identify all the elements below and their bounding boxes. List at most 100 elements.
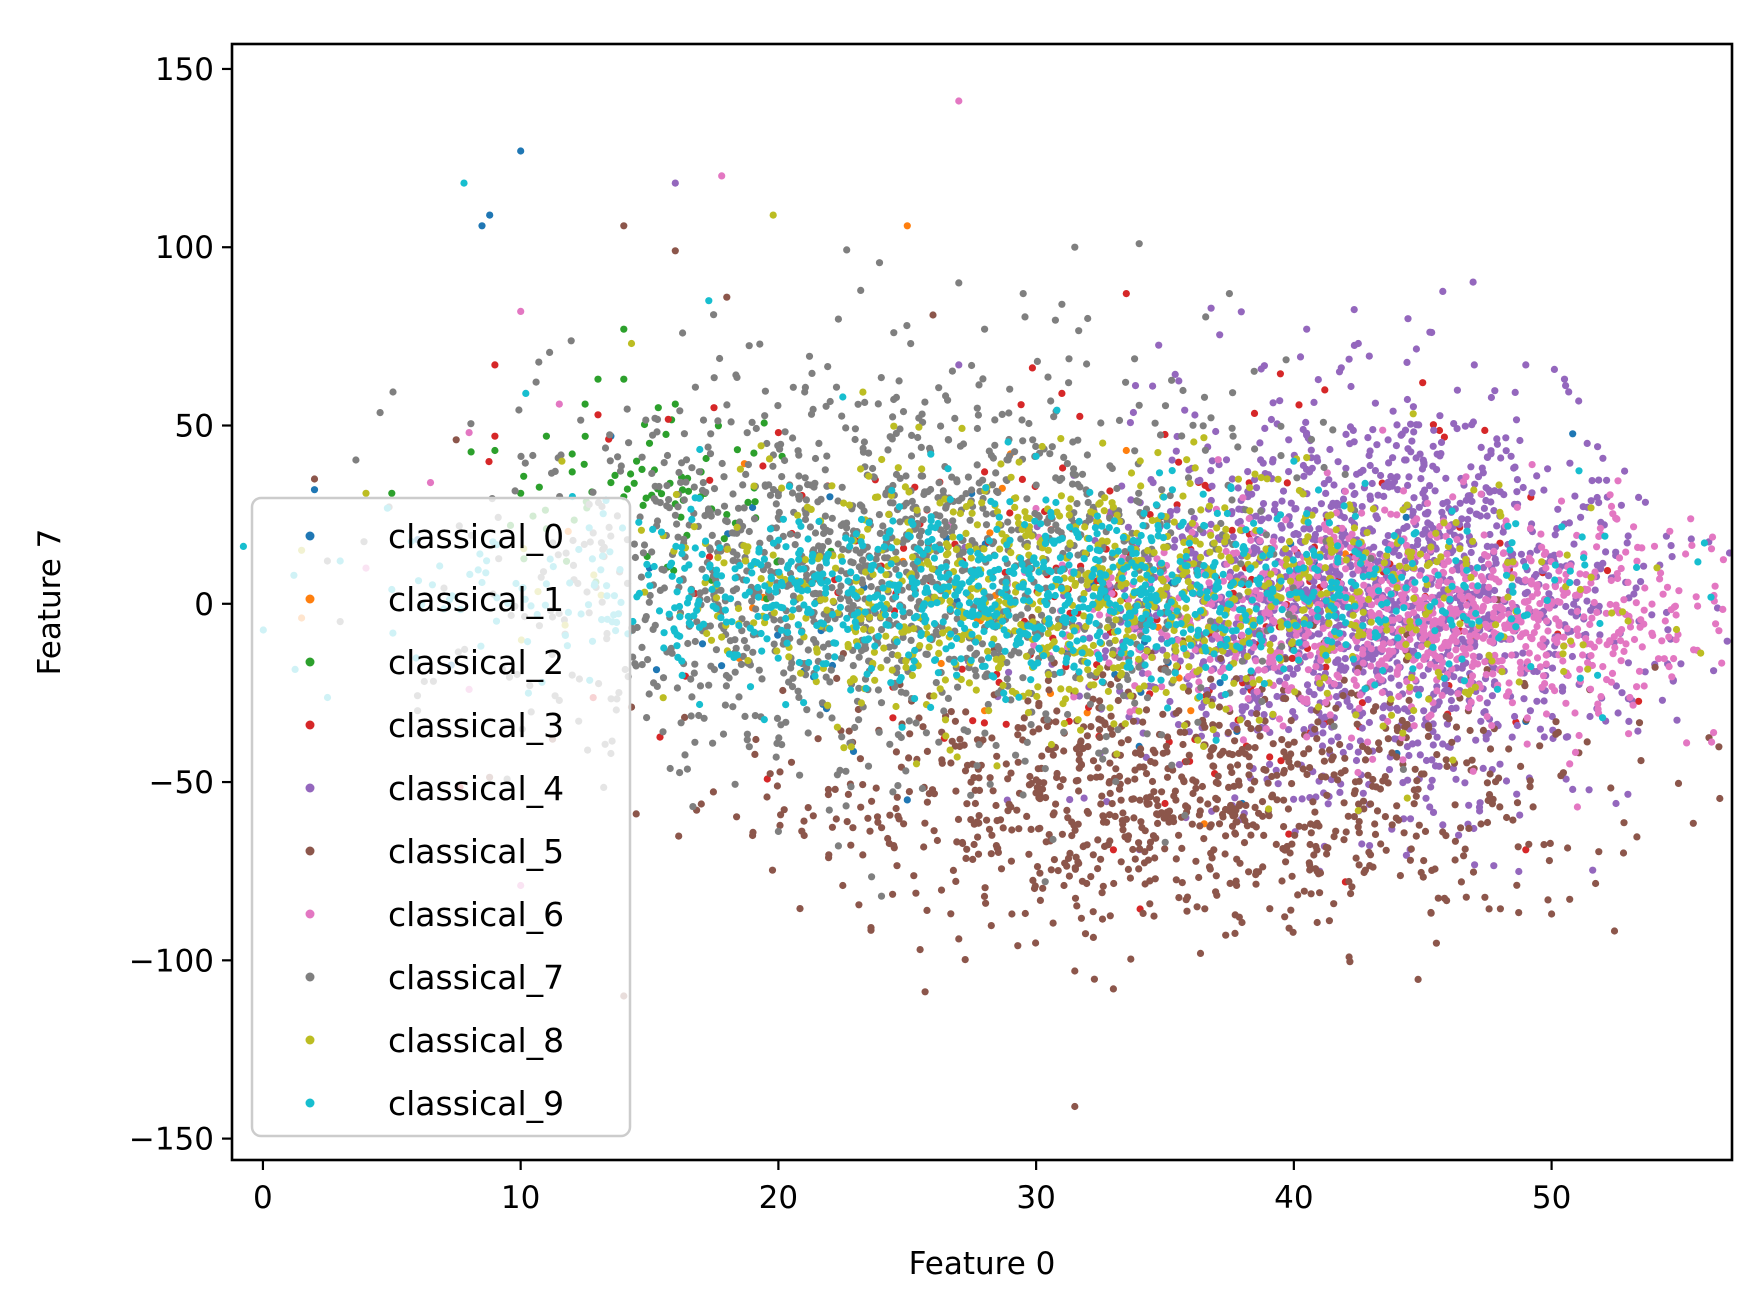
data-point (1028, 364, 1036, 372)
data-point (895, 377, 903, 385)
data-point (1637, 757, 1645, 765)
data-point (1490, 547, 1498, 556)
data-point (1285, 436, 1293, 444)
data-point (858, 502, 866, 510)
data-point (1236, 800, 1244, 808)
data-point (1650, 542, 1659, 550)
data-point (1389, 407, 1397, 415)
data-point (1314, 630, 1322, 638)
data-point (1442, 474, 1450, 482)
data-point (1614, 477, 1622, 485)
data-point (963, 800, 971, 808)
data-point (1293, 664, 1301, 673)
data-point (1405, 473, 1413, 481)
data-point (834, 315, 843, 323)
data-point (1337, 769, 1345, 777)
data-point (426, 479, 435, 487)
data-point (1505, 745, 1513, 753)
data-point (1533, 654, 1542, 662)
data-point (951, 717, 960, 725)
data-point (467, 420, 475, 428)
data-point (1059, 464, 1067, 472)
data-point (1464, 492, 1472, 500)
data-point (1590, 598, 1598, 607)
data-point (1439, 828, 1447, 836)
data-point (760, 419, 768, 427)
data-point (1451, 837, 1459, 845)
data-point (1264, 779, 1272, 787)
data-point (986, 529, 994, 537)
data-point (648, 469, 656, 477)
data-point (1196, 822, 1204, 830)
data-point (1401, 557, 1409, 565)
data-point (1497, 454, 1505, 462)
data-point (633, 457, 641, 465)
data-point (1286, 849, 1294, 857)
data-point (1481, 551, 1489, 559)
data-point (949, 517, 957, 525)
data-point (1638, 643, 1646, 651)
data-point (834, 540, 842, 548)
data-point (1075, 787, 1083, 795)
data-point (894, 812, 902, 820)
data-point (1423, 552, 1431, 561)
data-point (1007, 857, 1016, 865)
data-point (1340, 836, 1348, 844)
data-point (890, 842, 898, 850)
data-point (1213, 891, 1221, 899)
data-point (1244, 743, 1253, 751)
data-point (1483, 453, 1491, 461)
data-point (1451, 856, 1459, 864)
data-point (1178, 879, 1186, 887)
data-point (1520, 598, 1528, 606)
data-point (944, 694, 953, 703)
data-point (632, 662, 640, 670)
data-point (1426, 482, 1434, 490)
data-point (1345, 953, 1353, 961)
data-point (929, 311, 937, 319)
data-point (1272, 840, 1280, 849)
data-point (1513, 881, 1521, 889)
data-point (992, 801, 1000, 810)
data-point (1602, 548, 1610, 556)
data-point (1228, 424, 1236, 432)
data-point (1640, 606, 1648, 614)
data-point (1481, 893, 1489, 901)
data-point (1489, 567, 1497, 575)
data-point (1334, 733, 1342, 741)
data-point (1651, 663, 1659, 671)
data-point (1083, 451, 1091, 459)
data-point (1043, 716, 1051, 724)
data-point (1595, 637, 1603, 645)
data-point (1341, 655, 1349, 663)
data-point (1725, 549, 1732, 557)
data-point (1409, 403, 1417, 411)
data-point (1248, 490, 1256, 498)
data-point (1465, 592, 1473, 600)
data-point (774, 827, 783, 836)
data-point (1094, 836, 1102, 844)
data-point (1608, 669, 1617, 678)
data-point (1483, 779, 1491, 787)
data-point (1454, 690, 1462, 698)
data-point (1128, 795, 1136, 803)
data-point (1080, 842, 1088, 850)
data-point (1348, 883, 1356, 891)
data-point (1640, 620, 1648, 628)
data-point (1151, 749, 1159, 757)
data-point (1146, 877, 1154, 885)
data-point (1266, 753, 1274, 761)
data-point (1184, 687, 1193, 695)
data-point (981, 468, 989, 476)
data-point (723, 293, 731, 301)
data-point (1192, 857, 1200, 865)
data-point (1606, 638, 1614, 646)
data-point (981, 325, 989, 333)
data-point (1408, 714, 1416, 723)
data-point (1289, 708, 1297, 716)
data-point (864, 814, 872, 822)
data-point (1161, 845, 1169, 853)
data-point (1470, 361, 1478, 369)
data-point (1036, 795, 1044, 803)
data-point (1634, 543, 1642, 552)
